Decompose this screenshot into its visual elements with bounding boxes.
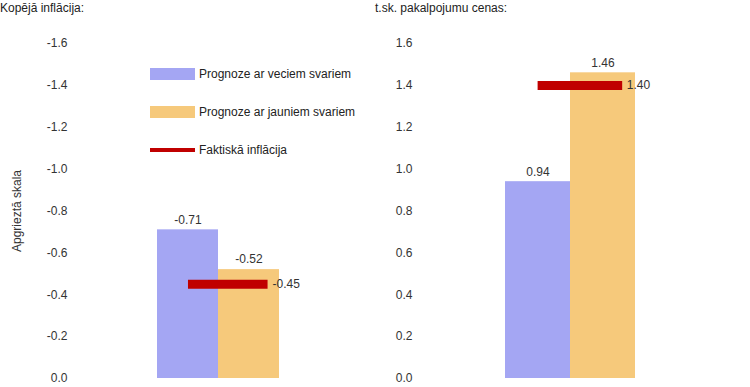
svg-text:1.40: 1.40 [627,78,651,92]
html-text:t.sk. pakalpojumu cenas:: t.sk. pakalpojumu cenas: [375,1,508,15]
svg-text:-0.45: -0.45 [273,277,301,291]
svg-text:0.94: 0.94 [526,165,550,179]
svg-text:1.2: 1.2 [396,120,413,134]
svg-text:Apgrieztā skala: Apgrieztā skala [10,170,24,252]
svg-text:0.8: 0.8 [396,204,413,218]
svg-text:-0.52: -0.52 [235,252,263,266]
svg-text:-0.4: -0.4 [47,288,68,302]
svg-text:-0.8: -0.8 [47,204,68,218]
html-text:Faktiskā inflācija: Faktiskā inflācija [199,143,287,157]
svg-text:0.4: 0.4 [396,288,413,302]
html-text:Prognoze ar veciem svariem: Prognoze ar veciem svariem [199,67,352,81]
svg-text:-0.71: -0.71 [174,213,202,227]
svg-text:1.0: 1.0 [396,162,413,176]
svg-text:-1.4: -1.4 [47,78,68,92]
svg-text:1.4: 1.4 [396,78,413,92]
html-text:Prognoze ar jauniem svariem: Prognoze ar jauniem svariem [199,105,356,119]
svg-text:0.0: 0.0 [51,371,68,385]
svg-text:-1.0: -1.0 [47,162,68,176]
svg-text:1.6: 1.6 [396,36,413,50]
svg-text:-0.6: -0.6 [47,246,68,260]
svg-text:0.2: 0.2 [396,329,413,343]
svg-text:-1.2: -1.2 [47,120,68,134]
svg-text:1.46: 1.46 [591,56,615,70]
svg-text:0.6: 0.6 [396,246,413,260]
svg-text:-0.2: -0.2 [47,329,68,343]
html-text:Kopējā inflācija:: Kopējā inflācija: [0,1,85,15]
svg-text:-1.6: -1.6 [47,36,68,50]
svg-text:0.0: 0.0 [396,371,413,385]
